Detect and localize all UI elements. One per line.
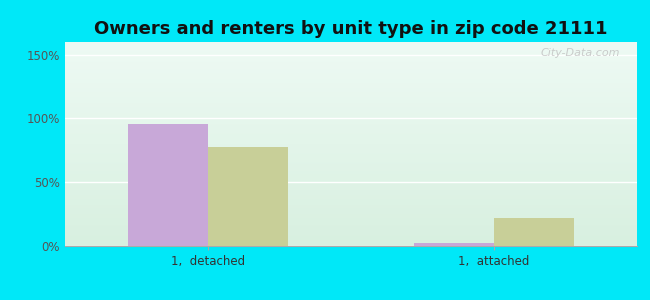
Bar — [128, 124, 208, 246]
Text: City-Data.com: City-Data.com — [540, 48, 620, 58]
Bar — [414, 244, 494, 246]
Bar — [208, 146, 288, 246]
Title: Owners and renters by unit type in zip code 21111: Owners and renters by unit type in zip c… — [94, 20, 608, 38]
Bar — [494, 218, 574, 246]
